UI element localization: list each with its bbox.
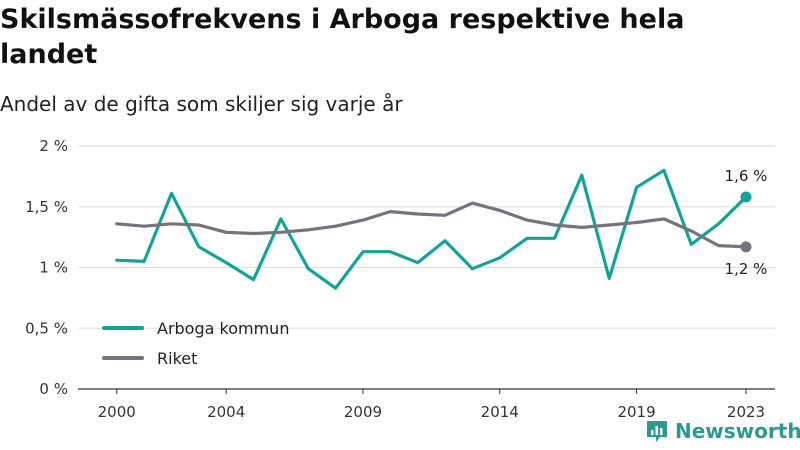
y-tick-label: 1 % xyxy=(39,259,68,277)
x-tick-label: 2014 xyxy=(481,403,519,421)
end-point-arboga-kommun xyxy=(740,191,752,203)
y-tick-label: 1,5 % xyxy=(25,198,68,216)
gridlines xyxy=(78,145,775,329)
newsworthy-logo: Newsworthy xyxy=(645,419,800,443)
end-point-riket xyxy=(740,241,752,253)
end-label-arboga-kommun: 1,6 % xyxy=(725,167,768,185)
series-line-riket xyxy=(115,201,748,249)
x-tick-label: 2009 xyxy=(344,403,382,421)
y-axis-tick-labels: 0 % 0,5 % 1 % 1,5 % 2 % xyxy=(25,137,68,398)
legend: Arboga kommun Riket xyxy=(102,319,289,368)
series-line-arboga-kommun xyxy=(115,168,748,290)
series-lines: 1,6 % 1,2 % xyxy=(115,167,768,290)
y-tick-label: 0 % xyxy=(39,380,68,398)
chart-title: Skilsmässofrekvens i Arboga respektive h… xyxy=(0,4,685,70)
chart-subtitle: Andel av de gifta som skiljer sig varje … xyxy=(0,92,403,116)
x-tick-label: 2019 xyxy=(617,403,655,421)
x-axis: 2000 2004 2009 2014 2019 2023 xyxy=(78,388,775,421)
bar-chart-icon xyxy=(647,421,667,442)
x-tick-label: 2000 xyxy=(98,403,136,421)
x-tick-label: 2023 xyxy=(727,403,765,421)
y-tick-label: 0,5 % xyxy=(25,319,68,337)
legend-label-arboga-kommun: Arboga kommun xyxy=(157,319,289,338)
end-label-riket: 1,2 % xyxy=(725,260,768,278)
x-tick-label: 2004 xyxy=(207,403,245,421)
brand-name: Newsworthy xyxy=(675,419,800,443)
legend-label-riket: Riket xyxy=(157,349,197,368)
y-tick-label: 2 % xyxy=(39,137,68,155)
